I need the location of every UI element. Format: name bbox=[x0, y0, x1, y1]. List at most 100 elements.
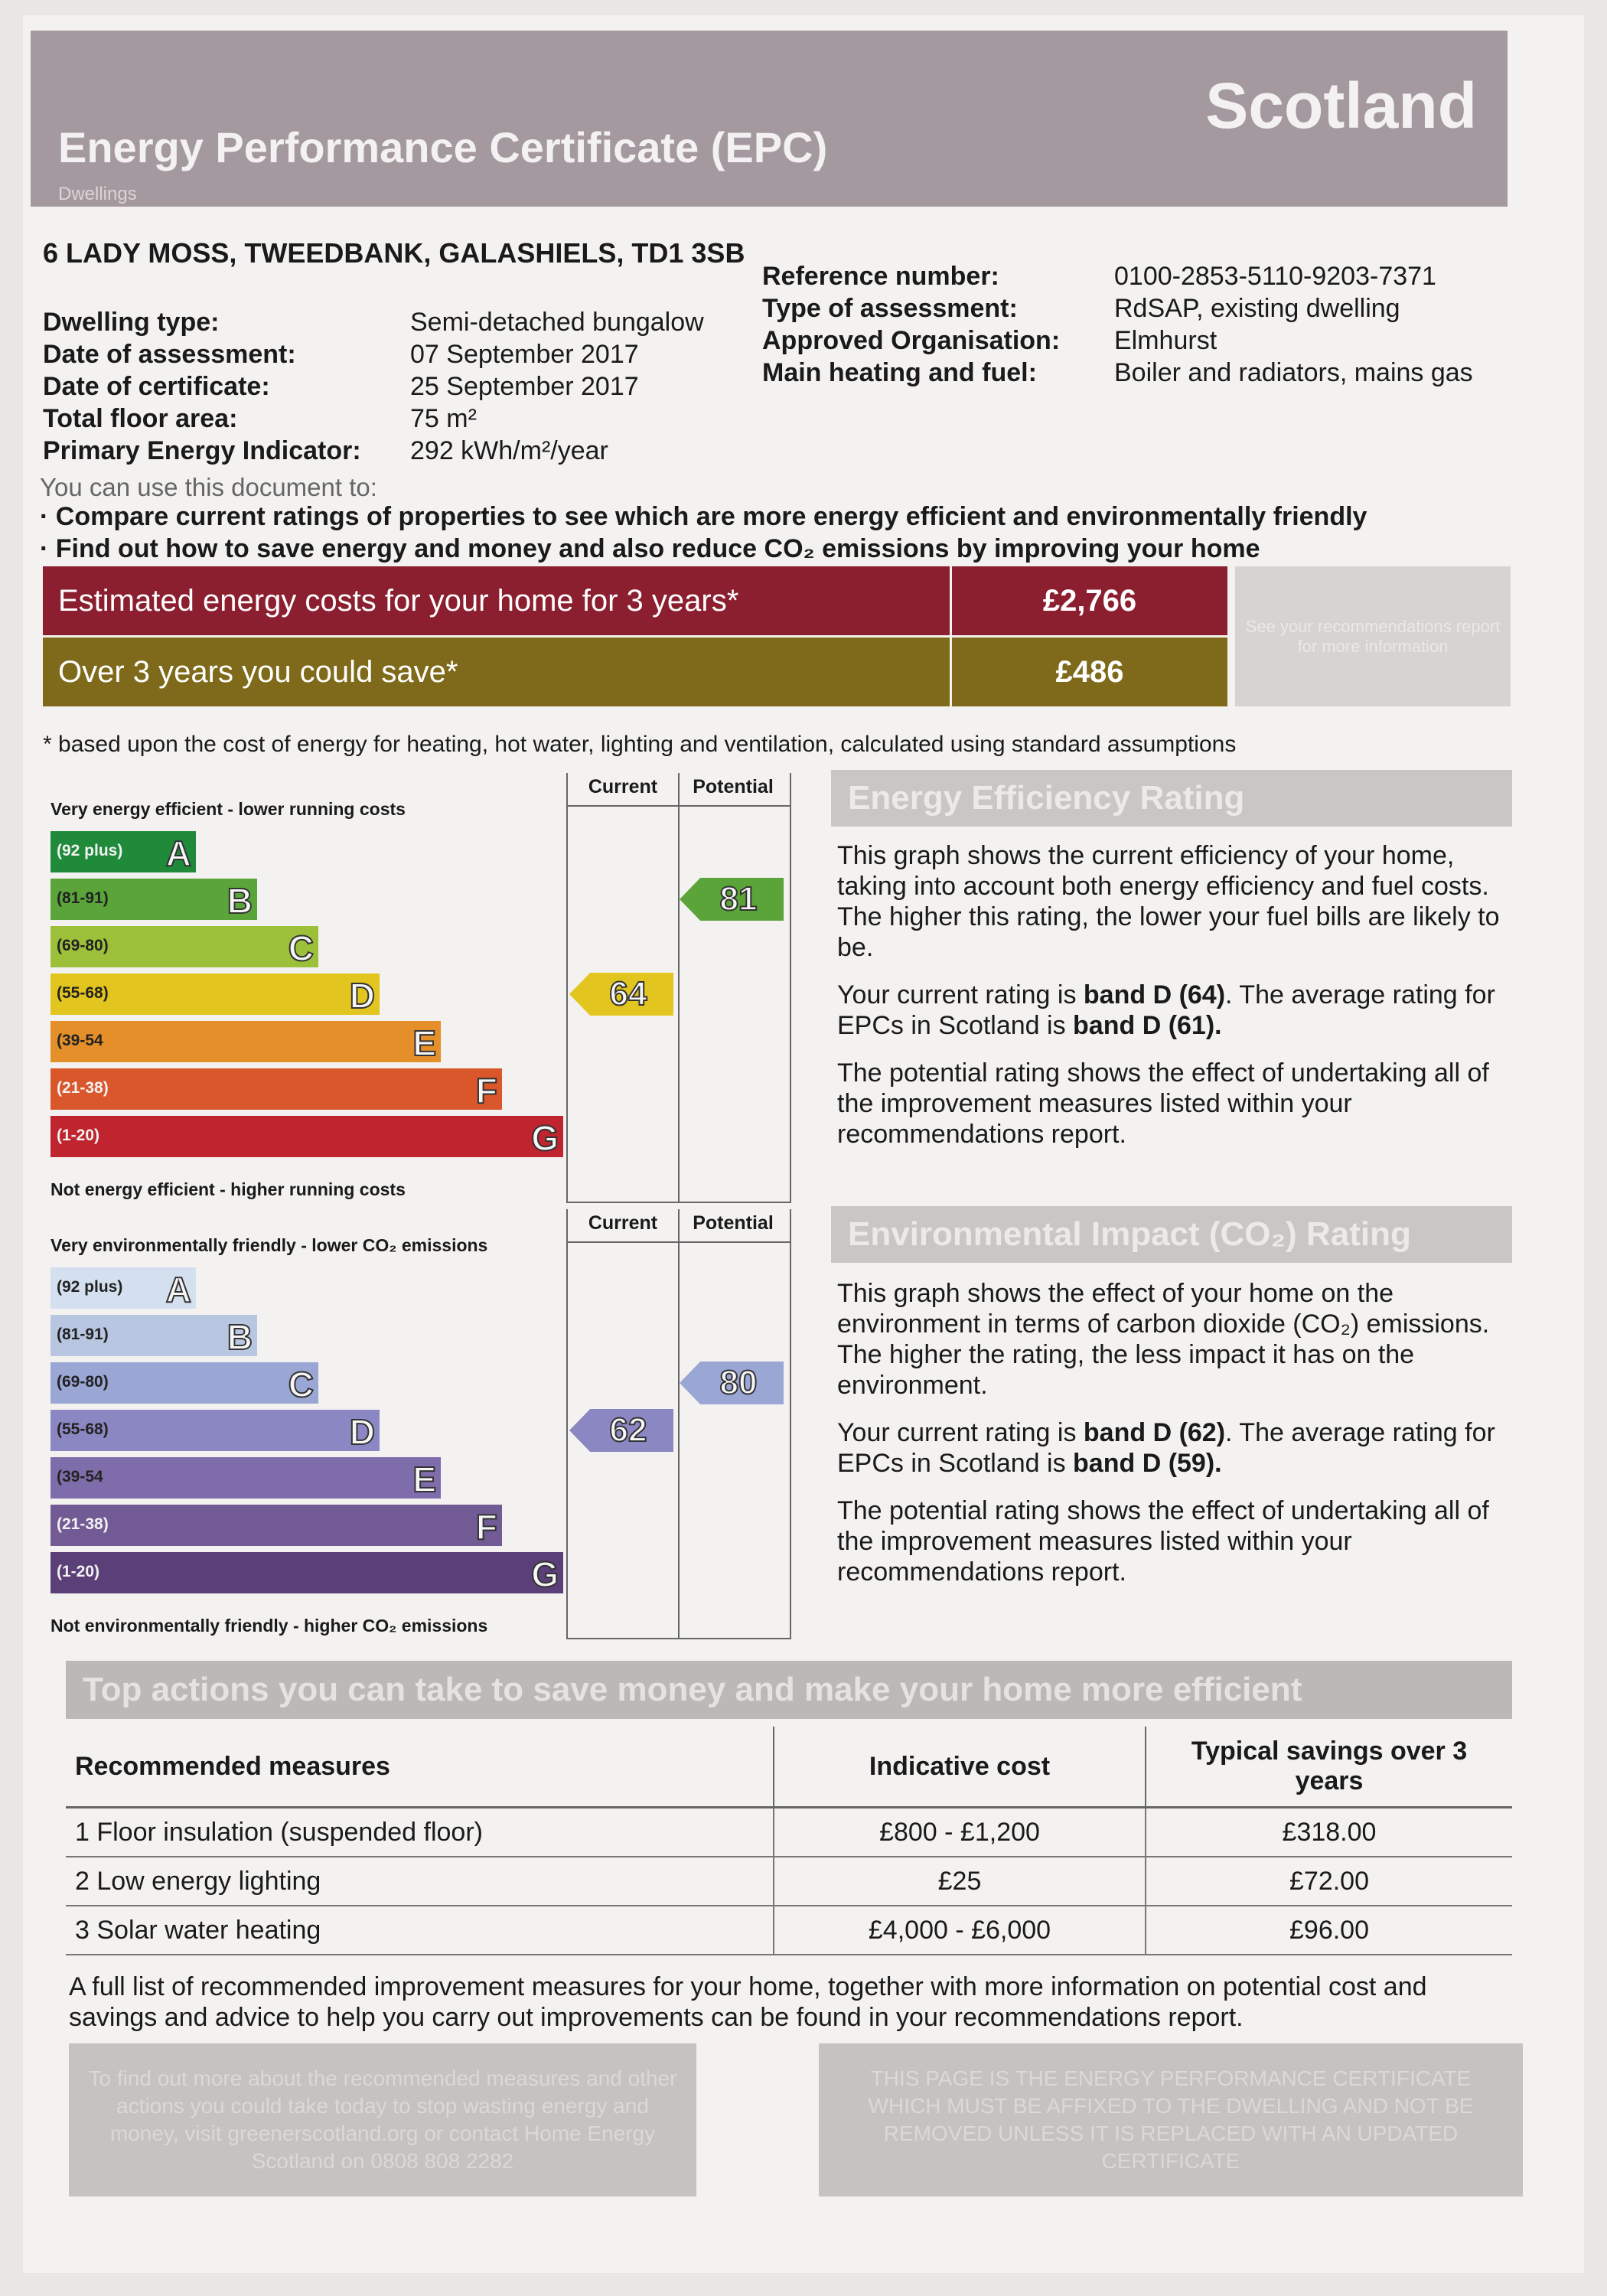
measure-name: 3 Solar water heating bbox=[66, 1906, 774, 1955]
measure-cost: £800 - £1,200 bbox=[773, 1807, 1146, 1857]
band-letter: D bbox=[349, 975, 376, 1016]
band-letter: E bbox=[412, 1459, 437, 1500]
detail-value: Boiler and radiators, mains gas bbox=[1114, 358, 1473, 387]
epc-page: Energy Performance Certificate (EPC) Sco… bbox=[23, 15, 1584, 2273]
estimated-cost-value: £2,766 bbox=[950, 566, 1227, 635]
band-b: (81-91) B bbox=[51, 1315, 257, 1358]
current-rating-arrow: 62 bbox=[569, 1409, 673, 1452]
potential-column-header: Potential bbox=[693, 1212, 774, 1234]
band-letter: E bbox=[412, 1022, 437, 1064]
measure-cost: £25 bbox=[773, 1857, 1146, 1906]
details-left: Dwelling type: Semi-detached bungalow Dat… bbox=[43, 306, 704, 467]
band-range: (1-20) bbox=[57, 1563, 100, 1580]
recommendations-note: See your recommendations report for more… bbox=[1235, 566, 1511, 706]
table-row: 2 Low energy lighting £25 £72.00 bbox=[66, 1857, 1512, 1906]
band-letter: G bbox=[530, 1554, 559, 1595]
band-c: (69-80) C bbox=[51, 1362, 318, 1405]
detail-row: Dwelling type: Semi-detached bungalow bbox=[43, 306, 704, 338]
detail-row: Reference number: 0100-2853-5110-9203-737… bbox=[762, 260, 1474, 292]
efficiency-top-label: Very energy efficient - lower running co… bbox=[51, 799, 406, 819]
detail-label: Date of certificate: bbox=[43, 372, 270, 401]
band-letter: D bbox=[349, 1411, 376, 1453]
band-letter: F bbox=[475, 1506, 498, 1548]
document-subtitle: Dwellings bbox=[58, 184, 137, 204]
detail-row: Date of assessment: 07 September 2017 bbox=[43, 338, 704, 370]
detail-value: Elmhurst bbox=[1114, 326, 1217, 355]
detail-label: Date of assessment: bbox=[43, 340, 296, 369]
environmental-bottom-label: Not environmentally friendly - higher CO… bbox=[51, 1616, 488, 1636]
band-range: (92 plus) bbox=[57, 1278, 123, 1296]
savings-label: Over 3 years you could save* bbox=[58, 654, 458, 689]
table-row: 3 Solar water heating £4,000 - £6,000 £9… bbox=[66, 1906, 1512, 1955]
band-letter: G bbox=[530, 1117, 559, 1159]
environmental-p2: Your current rating is band D (62). The … bbox=[837, 1418, 1495, 1478]
recommended-measures-table: Recommended measures Indicative cost Typ… bbox=[66, 1727, 1512, 1955]
detail-value: 25 September 2017 bbox=[410, 372, 639, 401]
environmental-top-label: Very environmentally friendly - lower CO… bbox=[51, 1235, 488, 1255]
band-d: (55-68) D bbox=[51, 974, 380, 1016]
environmental-heading: Environmental Impact (CO₂) Rating bbox=[831, 1206, 1512, 1263]
header-banner: Energy Performance Certificate (EPC) Sco… bbox=[31, 31, 1508, 207]
document-title: Energy Performance Certificate (EPC) bbox=[58, 123, 828, 171]
band-range: (81-91) bbox=[57, 889, 109, 907]
potential-rating-arrow: 80 bbox=[680, 1362, 784, 1404]
band-b: (81-91) B bbox=[51, 879, 257, 921]
band-letter: A bbox=[165, 833, 192, 874]
uses-list: Compare current ratings of properties to… bbox=[40, 501, 1367, 565]
cost-summary: Estimated energy costs for your home for… bbox=[43, 566, 1227, 706]
certificate-notice: THIS PAGE IS THE ENERGY PERFORMANCE CERT… bbox=[819, 2043, 1523, 2197]
efficiency-p2: Your current rating is band D (64). The … bbox=[837, 980, 1495, 1040]
detail-row: Approved Organisation: Elmhurst bbox=[762, 325, 1474, 357]
cost-header: Indicative cost bbox=[773, 1727, 1146, 1808]
band-letter: B bbox=[227, 1316, 253, 1358]
efficiency-description: This graph shows the current efficiency … bbox=[837, 840, 1511, 1166]
measure-name: 2 Low energy lighting bbox=[66, 1857, 774, 1906]
band-f: (21-38) F bbox=[51, 1068, 502, 1111]
full-list-note: A full list of recommended improvement m… bbox=[69, 1972, 1427, 2032]
measure-name: 1 Floor insulation (suspended floor) bbox=[66, 1807, 774, 1857]
current-column-header: Current bbox=[588, 1212, 658, 1234]
measure-savings: £96.00 bbox=[1145, 1906, 1512, 1955]
efficiency-p1: This graph shows the current efficiency … bbox=[837, 841, 1500, 962]
band-a: (92 plus) A bbox=[51, 831, 196, 874]
efficiency-chart: Very energy efficient - lower running co… bbox=[46, 773, 804, 1203]
band-range: (21-38) bbox=[57, 1079, 109, 1097]
efficiency-bottom-label: Not energy efficient - higher running co… bbox=[51, 1179, 406, 1199]
detail-label: Dwelling type: bbox=[43, 308, 220, 337]
band-d: (55-68) D bbox=[51, 1410, 380, 1453]
detail-value: 0100-2853-5110-9203-7371 bbox=[1114, 262, 1436, 291]
cost-footnote: * based upon the cost of energy for heat… bbox=[43, 732, 1237, 757]
savings-header: Typical savings over 3 years bbox=[1145, 1727, 1512, 1808]
detail-value: 292 kWh/m²/year bbox=[410, 436, 608, 465]
detail-value: RdSAP, existing dwelling bbox=[1114, 294, 1400, 323]
detail-value: 07 September 2017 bbox=[410, 340, 639, 369]
band-range: (55-68) bbox=[57, 1420, 109, 1438]
band-g: (1-20) G bbox=[51, 1552, 563, 1595]
band-range: (69-80) bbox=[57, 1373, 109, 1391]
environmental-description: This graph shows the effect of your home… bbox=[837, 1278, 1511, 1604]
detail-label: Type of assessment: bbox=[762, 294, 1018, 323]
band-letter: F bbox=[475, 1070, 498, 1111]
table-header-row: Recommended measures Indicative cost Typ… bbox=[66, 1727, 1512, 1808]
detail-label: Reference number: bbox=[762, 262, 999, 291]
band-range: (69-80) bbox=[57, 937, 109, 954]
environmental-p1: This graph shows the effect of your home… bbox=[837, 1279, 1490, 1400]
greener-scotland-info: To find out more about the recommended m… bbox=[69, 2043, 696, 2197]
details-right: Reference number: 0100-2853-5110-9203-737… bbox=[762, 260, 1474, 389]
band-range: (39-54 bbox=[57, 1032, 103, 1049]
band-letter: C bbox=[288, 1364, 315, 1405]
band-range: (81-91) bbox=[57, 1326, 109, 1343]
top-actions-heading: Top actions you can take to save money a… bbox=[66, 1661, 1512, 1719]
detail-label: Main heating and fuel: bbox=[762, 358, 1037, 387]
estimated-cost-label: Estimated energy costs for your home for… bbox=[58, 583, 739, 618]
savings-row: Over 3 years you could save* £486 bbox=[43, 638, 1227, 706]
measures-header: Recommended measures bbox=[66, 1727, 774, 1808]
savings-value: £486 bbox=[950, 638, 1227, 706]
detail-value: 75 m² bbox=[410, 404, 477, 433]
rating-columns: Current Potential bbox=[566, 773, 791, 1203]
band-f: (21-38) F bbox=[51, 1505, 502, 1548]
uses-item: Compare current ratings of properties to… bbox=[40, 501, 1367, 533]
detail-label: Approved Organisation: bbox=[762, 326, 1061, 355]
environmental-p3: The potential rating shows the effect of… bbox=[837, 1496, 1489, 1587]
detail-row: Type of assessment: RdSAP, existing dwell… bbox=[762, 292, 1474, 325]
